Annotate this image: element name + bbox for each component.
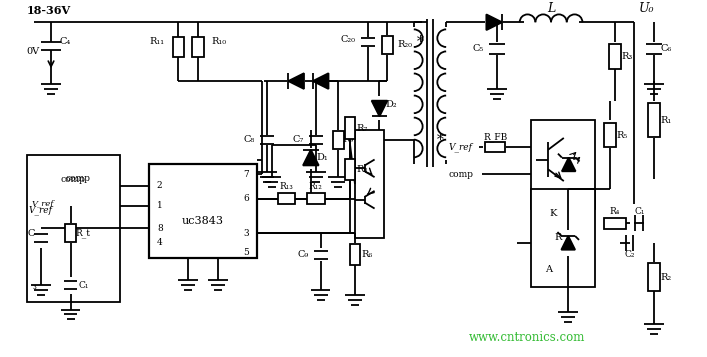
Text: 6: 6 [243,194,249,203]
Text: *: * [417,35,424,49]
Text: www.cntronics.com: www.cntronics.com [468,331,585,345]
Bar [349,244,361,265]
Text: C₂: C₂ [624,250,635,259]
Text: 4: 4 [157,238,163,247]
Polygon shape [288,73,304,89]
Text: L: L [547,2,555,15]
Text: C: C [28,228,35,237]
Text: comp: comp [65,174,90,183]
Text: V_ref: V_ref [31,200,54,208]
Text: R₂₀: R₂₀ [397,40,412,49]
Text: V_ref: V_ref [449,142,473,152]
Text: R₄: R₄ [609,207,620,216]
Bar [307,193,325,204]
Text: C₆: C₆ [660,44,672,53]
Text: *: * [437,133,444,147]
Text: C₅: C₅ [472,44,484,53]
Polygon shape [562,157,575,171]
Text: C₄: C₄ [59,37,71,46]
Text: V_ref: V_ref [28,206,52,215]
Text: R₁₁: R₁₁ [150,37,165,46]
Text: ₃: ₃ [33,282,36,291]
Bar [648,103,660,137]
Text: R₁₂: R₁₂ [309,182,322,191]
Text: R₆: R₆ [361,250,373,259]
Text: C₂₀: C₂₀ [341,35,356,44]
Text: U₀: U₀ [638,2,654,15]
Text: R₂: R₂ [660,273,672,282]
Polygon shape [312,73,329,89]
Text: R_FB: R_FB [483,132,508,142]
Text: D₁: D₁ [317,153,329,162]
Polygon shape [486,14,502,30]
Bar [278,193,295,204]
Bar [532,189,595,287]
Text: 3: 3 [243,228,249,237]
Text: R₁₀: R₁₀ [212,37,227,46]
Polygon shape [303,150,319,165]
Text: C₈: C₈ [244,135,255,144]
Text: 8: 8 [157,223,163,233]
Text: R₉: R₉ [342,135,354,144]
Text: C₉: C₉ [298,250,309,259]
Bar [149,165,257,257]
Text: R: R [555,233,562,242]
Text: 18-36V: 18-36V [26,5,71,16]
Bar [26,155,119,302]
Bar [333,131,344,149]
Text: 5: 5 [243,248,249,257]
Polygon shape [372,101,387,116]
Bar [345,159,356,180]
Text: R₈: R₈ [356,165,368,174]
Text: C₁: C₁ [78,281,88,290]
Bar [173,37,185,56]
Bar [382,36,392,54]
Text: 2: 2 [157,181,163,191]
Bar [355,130,385,238]
Text: R₅: R₅ [616,131,627,140]
Text: comp: comp [448,170,474,179]
Text: R₇: R₇ [356,124,368,133]
Text: A: A [545,265,552,274]
Text: comp: comp [61,175,86,183]
Bar [604,218,626,228]
Text: uc3843: uc3843 [182,216,224,226]
Polygon shape [561,236,575,250]
Text: R₁₃: R₁₃ [279,182,293,191]
Bar [648,263,660,291]
Bar [532,120,595,208]
Text: 1: 1 [157,201,163,210]
Text: R_t: R_t [76,228,91,238]
Text: R₃: R₃ [621,52,632,61]
Bar [604,123,616,147]
Bar [65,224,76,242]
Bar [486,142,505,152]
Text: R₁: R₁ [660,116,672,125]
Bar [192,37,204,56]
Text: C₁: C₁ [634,207,645,216]
Text: 7: 7 [243,170,249,179]
Text: C₇: C₇ [293,135,304,144]
Text: 0V: 0V [26,47,40,56]
Bar [609,44,621,69]
Text: K: K [550,209,557,218]
Bar [345,117,356,139]
Text: D₂: D₂ [385,100,397,109]
